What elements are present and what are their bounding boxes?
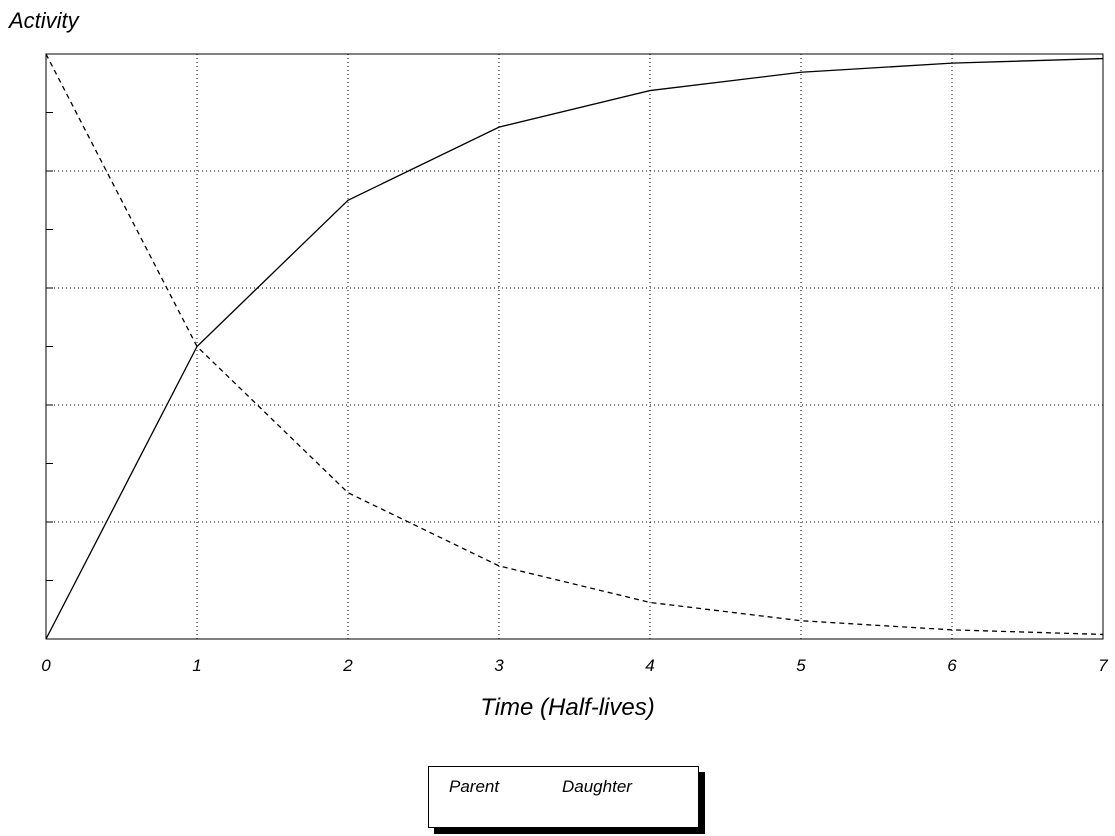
x-tick-label: 7 [1098,656,1108,675]
x-axis-label: Time (Half-lives) [0,694,1115,722]
y-axis-ticks [46,112,53,581]
x-tick-label: 5 [796,656,806,675]
legend: Parent Daughter [428,766,699,828]
x-axis-tick-labels: 0 1 2 3 4 5 6 7 [41,656,1108,675]
legend-item-parent: Parent [449,777,500,796]
x-tick-label: 3 [494,656,504,675]
x-tick-label: 1 [192,656,201,675]
series-line-parent [45,53,1104,636]
x-tick-label: 6 [947,656,957,675]
series-line-daughter [45,57,1104,640]
plot-frame [45,53,1104,640]
x-tick-label: 4 [645,656,654,675]
x-tick-label: 2 [342,656,353,675]
series-group [45,53,1104,640]
grid-lines [45,54,1103,639]
x-tick-label: 0 [41,656,51,675]
legend-item-daughter: Daughter [562,777,632,796]
x-axis-label-text: Time (Half-lives) [480,694,655,721]
y-axis-label: Activity [9,8,79,33]
line-chart: 0 1 2 3 4 5 6 7 [41,53,1108,675]
